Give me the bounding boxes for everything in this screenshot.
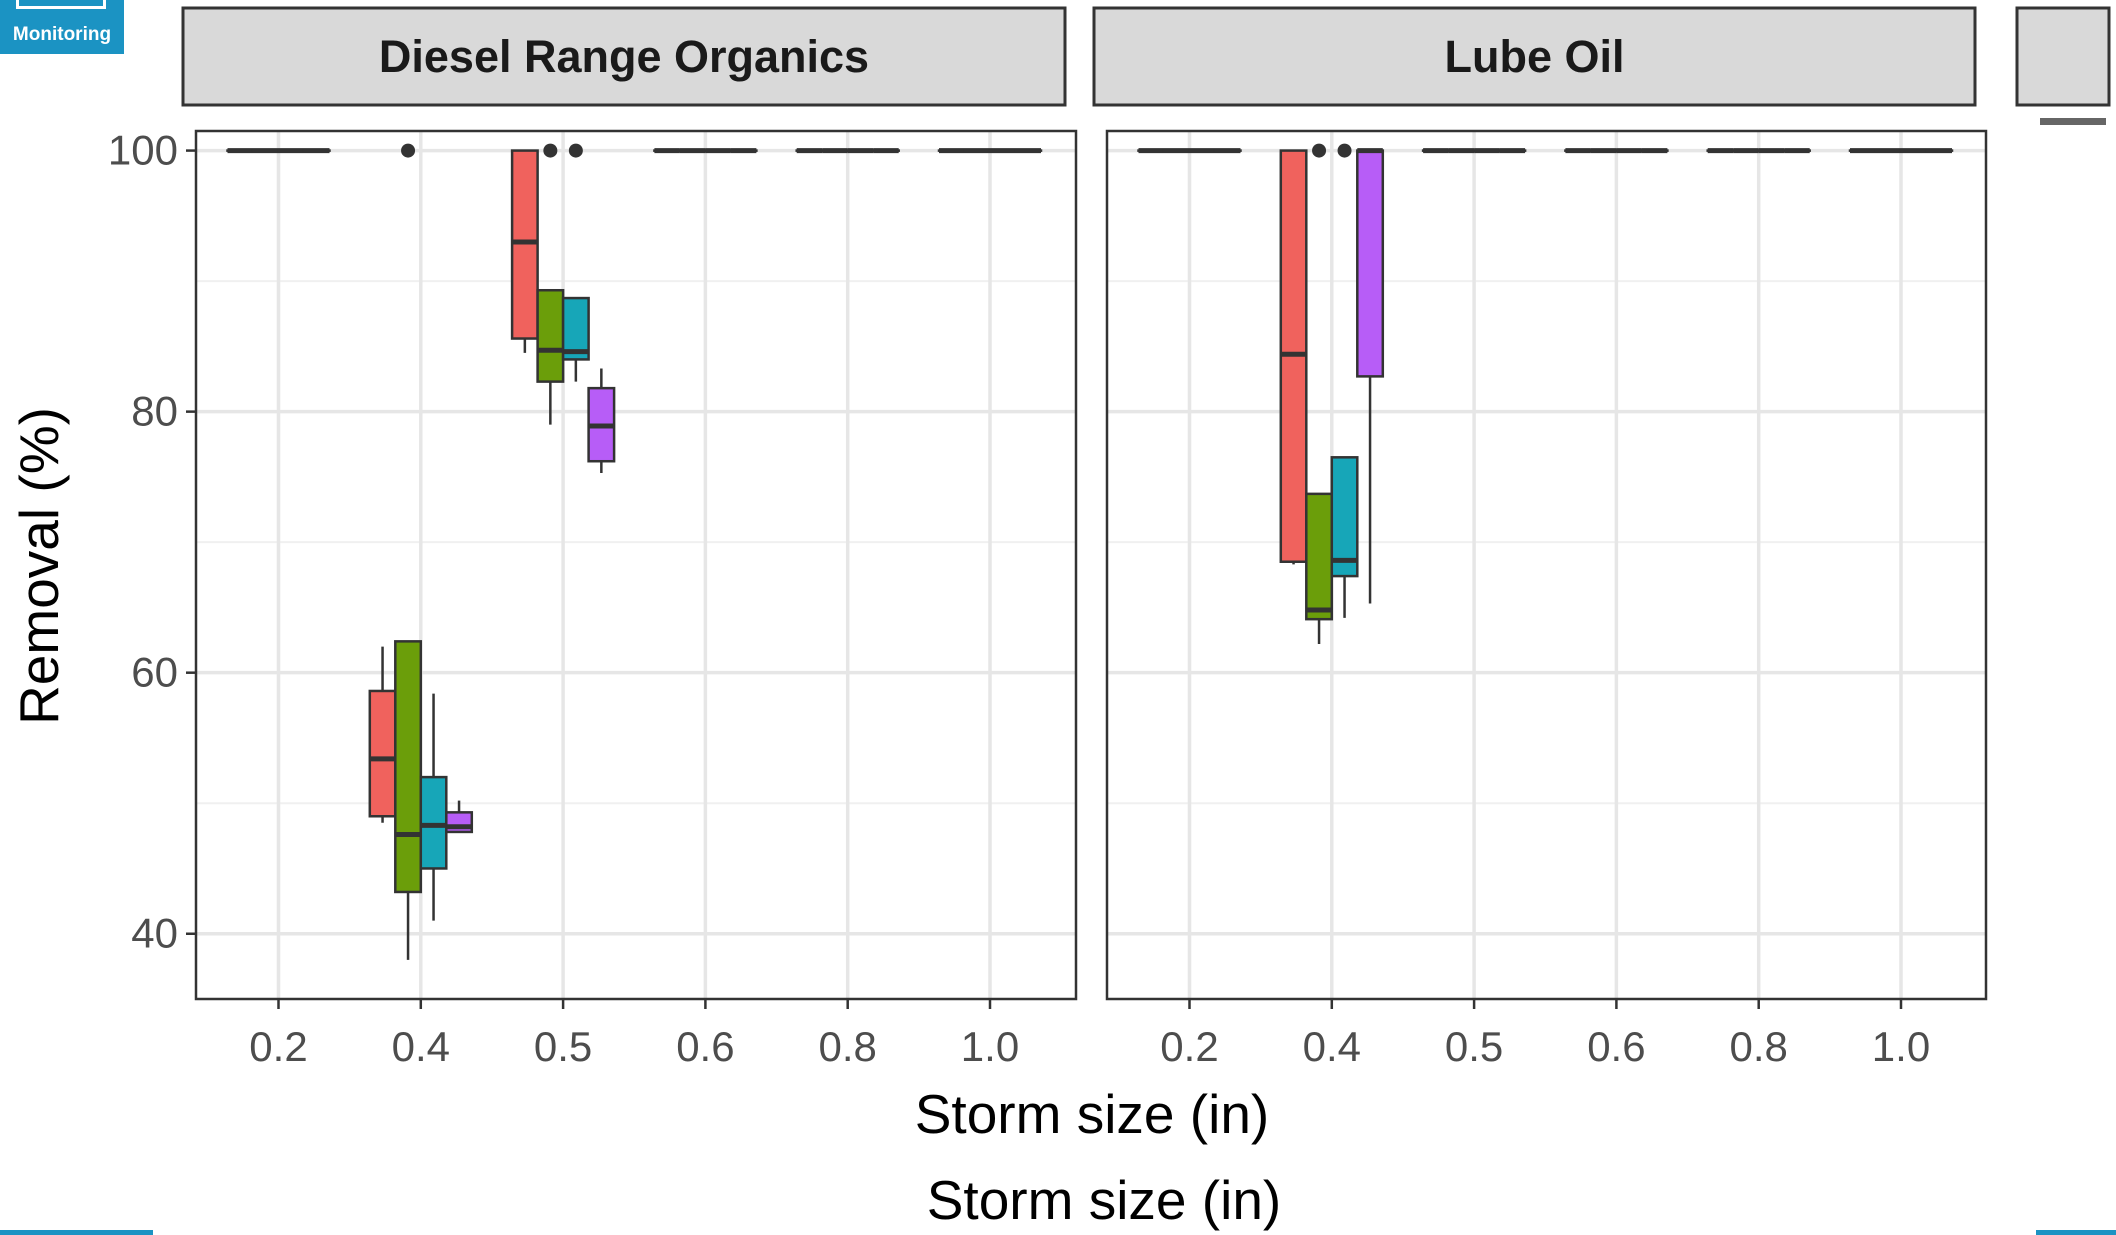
box-body <box>1305 492 1334 621</box>
y-axis-title: Removal (%) <box>8 407 70 725</box>
monitoring-badge: Monitoring <box>0 0 124 54</box>
box-body <box>419 775 448 870</box>
bottom-accent-bar-left <box>0 1230 153 1235</box>
grid-layer <box>196 131 1986 999</box>
badge-label: Monitoring <box>12 24 112 45</box>
box-body <box>368 689 397 818</box>
x-tick-label: 0.6 <box>676 1023 734 1070</box>
box-body <box>1356 149 1385 378</box>
panel-background <box>196 131 1076 999</box>
x-tick-label: 1.0 <box>961 1023 1019 1070</box>
y-tick-label: 40 <box>131 910 178 957</box>
panel-strip-label: Lube Oil <box>1445 31 1625 82</box>
x-tick-label: 0.2 <box>1160 1023 1218 1070</box>
box-outlier-point <box>543 143 558 158</box>
box-body <box>510 149 539 340</box>
text-layer: Diesel Range Organics 0.2 0.4 0.5 0.6 0.8 1.0 L… <box>8 31 1930 1231</box>
box-outlier-point <box>1337 143 1352 158</box>
y-tick-label: 100 <box>108 127 178 174</box>
x-tick-label: 0.5 <box>534 1023 592 1070</box>
x-axis-title-repeat: Storm size (in) <box>927 1169 1282 1231</box>
x-axis-title: Storm size (in) <box>915 1083 1270 1145</box>
x-tick-label: 0.8 <box>819 1023 877 1070</box>
y-tick-label: 80 <box>131 388 178 435</box>
x-tick-label: 0.2 <box>249 1023 307 1070</box>
y-tick-label: 60 <box>131 649 178 696</box>
box-body <box>394 640 423 894</box>
box-outlier-point <box>401 143 416 158</box>
x-tick-label: 0.4 <box>392 1023 450 1070</box>
marks-layer <box>226 143 1954 960</box>
panel-border <box>1105 129 1988 1001</box>
box-outlier-point <box>568 143 583 158</box>
panel-background <box>1107 131 1986 999</box>
panel-border <box>194 129 1078 1001</box>
x-tick-label: 1.0 <box>1872 1023 1930 1070</box>
x-tick-label: 0.8 <box>1730 1023 1788 1070</box>
panel-strip <box>181 6 1067 107</box>
box-body <box>536 288 565 383</box>
panel-strip <box>1092 6 1977 107</box>
badge-bracket-icon <box>16 0 106 9</box>
cropped-strip-header <box>2015 6 2111 107</box>
x-tick-label: 0.5 <box>1445 1023 1503 1070</box>
cropped-strip-accent <box>2040 118 2106 125</box>
x-tick-label: 0.4 <box>1303 1023 1361 1070</box>
frame-layer <box>181 6 2111 1009</box>
panel-strip-label: Diesel Range Organics <box>379 31 869 82</box>
box-body <box>1330 456 1359 578</box>
x-tick-label: 0.6 <box>1587 1023 1645 1070</box>
box-outlier-point <box>1312 143 1327 158</box>
bottom-accent-bar-right <box>2036 1230 2116 1235</box>
